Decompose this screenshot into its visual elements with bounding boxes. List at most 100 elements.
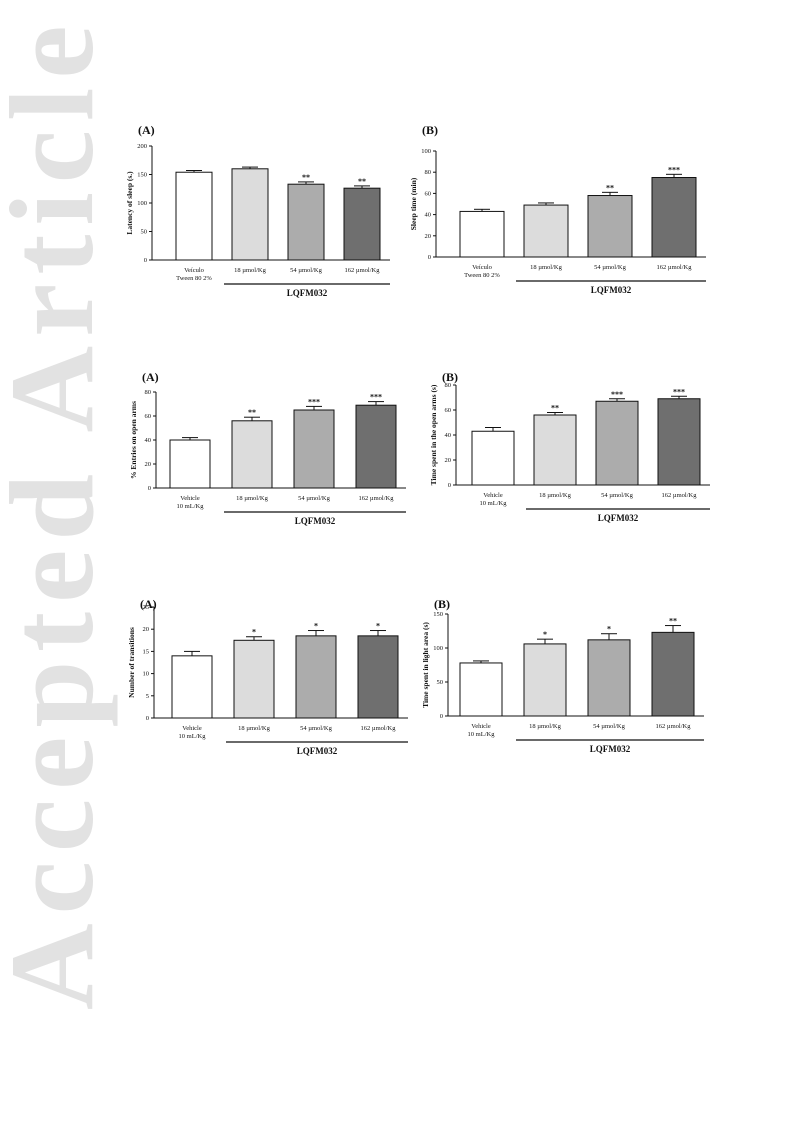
- y-tick-label: 50: [437, 679, 444, 686]
- category-label: 54 µmol/Kg: [594, 264, 626, 271]
- chart-sleep-latency: (A) 0 50 100 150 200 Latency of sleep (s.) Veíc…: [120, 118, 400, 308]
- category-label: 10 mL/Kg: [480, 500, 508, 507]
- category-label: 18 µmol/Kg: [236, 495, 268, 502]
- bar: [657, 398, 701, 486]
- category-label: 10 mL/Kg: [468, 731, 496, 738]
- significance-mark: ***: [308, 397, 320, 406]
- bar: [587, 639, 631, 717]
- significance-mark: **: [358, 177, 366, 186]
- y-tick-label: 50: [141, 229, 148, 236]
- chart-sleep-time: (B) 0 20 40 60 80 100 Sleep time (min) Veículo Tw…: [400, 118, 720, 308]
- panel-label: (B): [442, 370, 458, 384]
- bar: [169, 439, 211, 489]
- y-axis-label: Latency of sleep (s.): [125, 171, 134, 235]
- y-tick-label: 150: [137, 172, 147, 179]
- y-tick-label: 15: [143, 648, 150, 655]
- category-label: 54 µmol/Kg: [300, 725, 332, 732]
- significance-mark: ***: [611, 390, 623, 399]
- significance-mark: ***: [370, 393, 382, 402]
- y-tick-label: 0: [146, 715, 149, 722]
- bar: [343, 187, 381, 261]
- y-tick-label: 0: [144, 257, 147, 264]
- category-label: Vehicle: [182, 725, 202, 732]
- significance-mark: **: [669, 617, 677, 626]
- y-axis-label: Sleep time (min): [409, 177, 418, 230]
- category-label: 10 mL/Kg: [177, 503, 205, 510]
- category-label: Tween 80 2%: [464, 272, 500, 279]
- chart-time-light-area: (B) 0 50 100 150 Time spent in light area (s)…: [400, 592, 720, 762]
- significance-mark: *: [607, 625, 611, 634]
- category-label: 54 µmol/Kg: [290, 267, 322, 274]
- y-tick-label: 100: [433, 645, 443, 652]
- y-tick-label: 10: [143, 671, 150, 678]
- bar: [651, 631, 695, 717]
- bar: [595, 400, 639, 486]
- significance-mark: ***: [668, 165, 680, 174]
- bar: [587, 195, 633, 258]
- y-tick-label: 25: [143, 604, 150, 611]
- category-label: 162 µmol/Kg: [359, 495, 395, 502]
- accepted-article-watermark: Accepted Article: [0, 16, 136, 1020]
- category-label: Vehicle: [471, 723, 491, 730]
- y-tick-label: 0: [148, 485, 151, 492]
- bar: [459, 662, 503, 717]
- bar: [293, 409, 335, 489]
- category-label: 54 µmol/Kg: [593, 723, 625, 730]
- category-label: 54 µmol/Kg: [298, 495, 330, 502]
- y-tick-label: 100: [421, 148, 431, 155]
- y-tick-label: 0: [428, 254, 431, 261]
- y-tick-label: 20: [143, 626, 150, 633]
- category-label: 162 µmol/Kg: [662, 492, 698, 499]
- chart-entries-open-arms: (A) 0 20 40 60 80 % Entries on open arms Vehicl…: [120, 365, 406, 530]
- category-label: Veículo: [472, 264, 492, 271]
- category-label: 18 µmol/Kg: [539, 492, 571, 499]
- significance-mark: *: [252, 628, 256, 637]
- significance-mark: **: [606, 183, 614, 192]
- category-label: 18 µmol/Kg: [529, 723, 561, 730]
- y-tick-label: 0: [448, 482, 451, 489]
- watermark-text: Accepted Article: [0, 16, 118, 1010]
- chart-transitions: (A) 0 5 10 15 20 25 Number of transitions Vehicl…: [120, 592, 408, 762]
- y-axis-label: % Entries on open arms: [129, 401, 138, 479]
- y-tick-label: 60: [145, 413, 152, 420]
- category-label: Veículo: [184, 267, 204, 274]
- group-label: LQFM032: [295, 516, 336, 526]
- y-tick-label: 40: [445, 432, 452, 439]
- significance-mark: *: [376, 622, 380, 631]
- y-tick-label: 100: [137, 200, 147, 207]
- bar: [523, 204, 569, 258]
- y-tick-label: 80: [445, 382, 452, 389]
- panel-label: (A): [138, 123, 155, 137]
- category-label: 18 µmol/Kg: [530, 264, 562, 271]
- significance-mark: **: [248, 408, 256, 417]
- y-tick-label: 5: [146, 693, 149, 700]
- bar: [231, 420, 273, 489]
- category-label: 10 mL/Kg: [179, 733, 207, 740]
- bar: [357, 635, 399, 719]
- panel-label: (A): [142, 370, 159, 384]
- significance-mark: **: [302, 173, 310, 182]
- y-axis-label: Time spent in the open arms (s): [429, 384, 438, 485]
- bar: [295, 635, 337, 719]
- y-axis-label: Time spent in light area (s): [421, 622, 430, 708]
- category-label: 18 µmol/Kg: [238, 725, 270, 732]
- category-label: 162 µmol/Kg: [345, 267, 381, 274]
- bar: [287, 183, 325, 261]
- category-label: Tween 80 2%: [176, 275, 212, 282]
- y-tick-label: 20: [445, 457, 452, 464]
- bar: [533, 414, 577, 486]
- significance-mark: ***: [673, 387, 685, 396]
- chart-time-open-arms: (B) 0 20 40 60 80 Time spent in the open arms …: [400, 365, 720, 530]
- y-tick-label: 60: [425, 190, 432, 197]
- bar: [523, 643, 567, 717]
- group-label: LQFM032: [598, 513, 639, 523]
- y-tick-label: 150: [433, 611, 443, 618]
- bar: [651, 177, 697, 258]
- group-label: LQFM032: [297, 746, 338, 756]
- group-label: LQFM032: [287, 288, 328, 298]
- category-label: 162 µmol/Kg: [657, 264, 693, 271]
- y-tick-label: 60: [445, 407, 452, 414]
- group-label: LQFM032: [590, 744, 631, 754]
- category-label: Vehicle: [483, 492, 503, 499]
- category-label: 162 µmol/Kg: [361, 725, 397, 732]
